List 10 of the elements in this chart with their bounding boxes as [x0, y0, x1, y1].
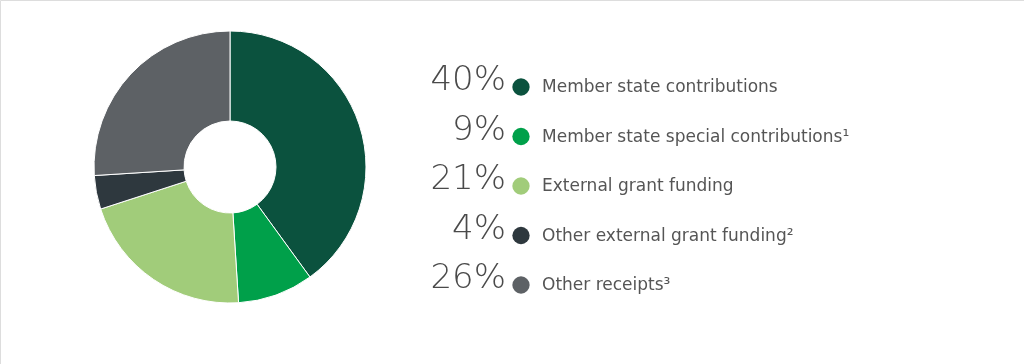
data-label: 9%: [452, 107, 506, 148]
data-label: 26%: [430, 256, 506, 296]
legend-label: Member state contributions: [542, 76, 778, 96]
legend-label: Member state special contributions¹: [542, 125, 850, 146]
data-label: 4%: [452, 206, 506, 247]
legend-label: Other receipts³: [542, 274, 671, 294]
data-label: 40%: [430, 58, 506, 98]
data-label: 21%: [430, 157, 506, 197]
legend-label: External grant funding: [542, 175, 734, 195]
legend-label: Other external grant funding²: [542, 224, 794, 245]
